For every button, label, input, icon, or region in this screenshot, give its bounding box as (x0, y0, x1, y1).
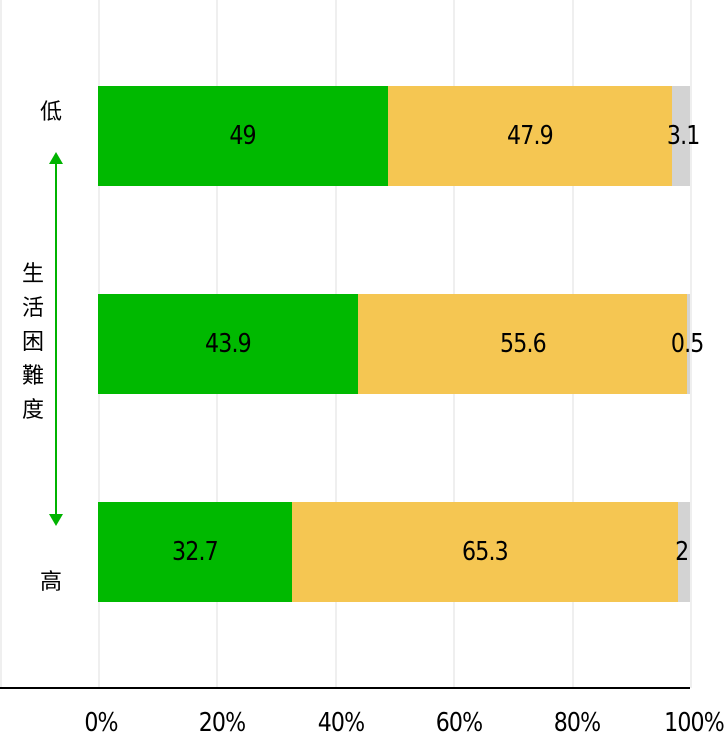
data-label: 32.7 (171, 537, 219, 567)
bar-row-middle: 43.9 55.6 0.5 (98, 294, 704, 394)
bar-segment-series2: 55.6 (357, 294, 688, 394)
x-tick-label: 100% (664, 708, 725, 738)
data-label: 0.5 (670, 329, 704, 359)
bar-segment-series3: 0.5 (670, 294, 704, 394)
bar-segment-series1: 43.9 (98, 294, 358, 394)
axis-title-vertical: 生 活 困 難 度 (20, 258, 46, 428)
data-label: 65.3 (461, 537, 509, 567)
axis-title-char: 難 (21, 364, 44, 389)
x-tick-label: 20% (198, 708, 246, 738)
bar-row-low: 49 47.9 3.1 (98, 86, 700, 186)
x-tick-label: 40% (317, 708, 365, 738)
x-axis-line (0, 687, 690, 689)
x-tick-label: 60% (435, 708, 483, 738)
x-tick-label: 0% (84, 708, 118, 738)
double-arrow-icon (49, 152, 63, 526)
bar-row-high: 32.7 65.3 2 (98, 502, 690, 602)
bar-segment-series3: 3.1 (667, 86, 700, 186)
category-label-low: 低 (40, 100, 63, 125)
data-label: 47.9 (506, 121, 554, 151)
data-label: 55.6 (499, 329, 547, 359)
bar-segment-series2: 47.9 (388, 86, 672, 186)
axis-title-char: 困 (21, 330, 44, 355)
bar-segment-series1: 49 (98, 86, 389, 186)
bar-segment-series3: 2 (675, 502, 690, 602)
bar-segment-series2: 65.3 (291, 502, 679, 602)
axis-title-char: 生 (21, 262, 44, 287)
data-label: 49 (229, 121, 257, 151)
category-label-high: 高 (40, 570, 63, 595)
axis-title-char: 度 (21, 398, 44, 423)
axis-title-char: 活 (21, 296, 44, 321)
data-label: 43.9 (205, 329, 252, 359)
data-label: 2 (675, 537, 690, 567)
gridline-100 (690, 0, 692, 688)
gridline-left-edge (0, 0, 2, 688)
data-label: 3.1 (666, 121, 700, 151)
bar-segment-series1: 32.7 (98, 502, 292, 602)
x-tick-label: 80% (553, 708, 601, 738)
